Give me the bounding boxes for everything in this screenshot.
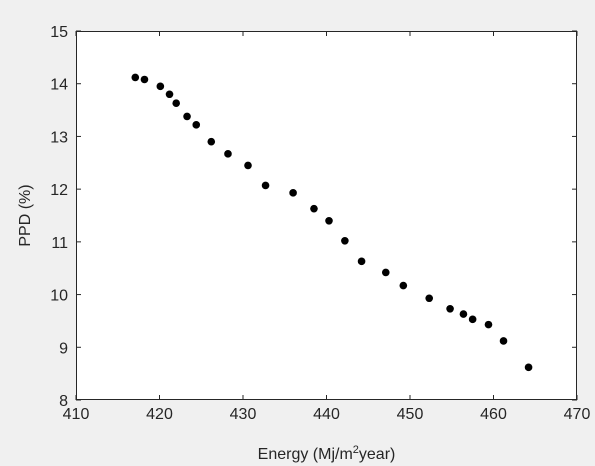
- y-tick-label: 12: [50, 182, 68, 199]
- data-point: [183, 112, 191, 121]
- data-point: [499, 337, 508, 345]
- y-tick-label: 13: [50, 129, 68, 146]
- x-tick-label: 430: [230, 406, 257, 423]
- x-tick-label: 410: [63, 406, 90, 423]
- data-point: [224, 150, 232, 158]
- y-tick-label: 11: [51, 235, 68, 252]
- data-point: [156, 82, 165, 91]
- axis-ticks: 410 420 430 440 450 460 470 8 9 10 11 12 13 14 15: [50, 24, 590, 423]
- y-tick-label: 8: [59, 393, 68, 410]
- data-point: [399, 281, 408, 290]
- y-axis-label: PPD (%): [17, 184, 34, 246]
- y-tick-label: 10: [50, 288, 68, 305]
- data-point: [244, 161, 252, 170]
- data-point: [357, 257, 366, 266]
- data-point: [425, 294, 434, 303]
- data-point: [468, 315, 477, 324]
- data-point: [192, 121, 201, 129]
- data-point: [524, 363, 533, 372]
- plot-border: [76, 31, 577, 400]
- data-point: [207, 137, 216, 146]
- y-tick-label: 9: [59, 340, 68, 357]
- data-point: [484, 320, 493, 329]
- x-tick-label: 420: [146, 406, 173, 423]
- data-point: [140, 75, 149, 84]
- data-point: [446, 305, 454, 313]
- data-points: [131, 73, 533, 372]
- data-point: [341, 237, 349, 245]
- plot-area: [76, 31, 577, 400]
- data-point: [289, 189, 297, 197]
- data-point: [459, 310, 468, 318]
- x-tick-label: 440: [313, 406, 340, 423]
- x-tick-label: 460: [480, 406, 507, 423]
- y-tick-label: 15: [50, 24, 68, 41]
- x-tick-label: 450: [397, 406, 424, 423]
- data-point: [310, 204, 318, 213]
- data-point: [325, 216, 333, 225]
- data-point: [172, 99, 180, 108]
- y-tick-label: 14: [50, 77, 68, 94]
- data-point: [381, 268, 390, 277]
- x-tick-label: 470: [564, 406, 591, 423]
- x-axis-label: Energy (Mj/m2year): [258, 444, 396, 463]
- data-point: [131, 73, 140, 82]
- data-point: [165, 90, 174, 99]
- data-point: [261, 181, 270, 190]
